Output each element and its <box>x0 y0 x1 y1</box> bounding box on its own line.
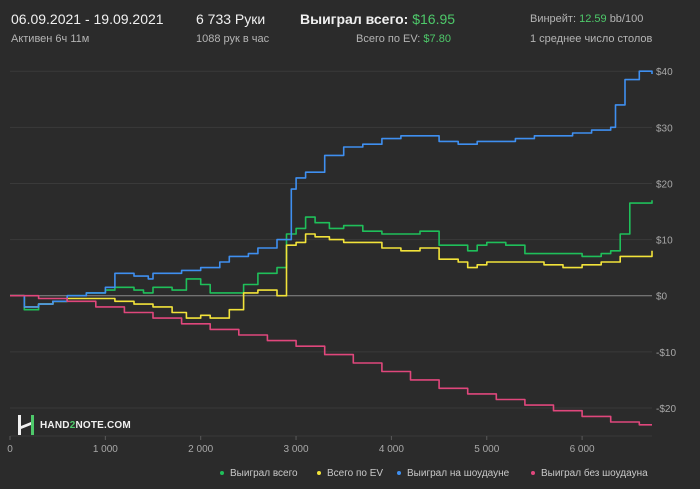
winrate-suffix: bb/100 <box>609 13 644 25</box>
avg-tables: 1 среднее число столов <box>530 33 653 45</box>
legend-item-non-showdown[interactable]: Выиграл без шоудауна <box>531 468 648 479</box>
x-tick-label: 2 000 <box>188 444 213 455</box>
winrate-label: Винрейт: <box>530 13 577 25</box>
y-tick-label: $10 <box>656 236 673 247</box>
grid <box>10 70 652 437</box>
legend-item-showdown[interactable]: Выиграл на шоудауне <box>397 468 509 479</box>
series-lines <box>10 70 653 426</box>
won-total-label: Выиграл всего: <box>300 11 409 27</box>
x-tick-label: 5 000 <box>474 444 499 455</box>
legend-dot-icon <box>220 471 224 476</box>
ev-total: Всего по EV: $7.80 <box>356 33 451 45</box>
summary-header: 06.09.2021 - 19.09.2021 Активен 6ч 11м 6… <box>0 0 700 60</box>
profit-chart: 0 1 000 2 000 3 000 4 000 5 000 6 000 $40 $30 $2… <box>7 67 676 455</box>
y-tick-label: $20 <box>656 179 673 190</box>
x-axis-ticks: 0 1 000 2 000 3 000 4 000 5 000 6 000 <box>7 436 595 455</box>
ev-total-value: $7.80 <box>423 33 451 45</box>
won-total-value: $16.95 <box>412 11 456 27</box>
winrate-value: 12.59 <box>579 13 607 25</box>
x-tick-label: 0 <box>7 444 13 455</box>
series-won-line <box>10 200 653 311</box>
legend-item-ev[interactable]: Всего по EV <box>317 468 383 479</box>
hands-per-hour: 1088 рук в час <box>196 33 270 45</box>
x-tick-label: 1 000 <box>93 444 118 455</box>
hand2note-logo: HAND2NOTE.COM <box>18 415 131 435</box>
ev-total-label: Всего по EV: <box>356 33 421 45</box>
legend-dot-icon <box>531 471 535 476</box>
won-total: Выиграл всего: $16.95 <box>300 11 455 27</box>
legend-dot-icon <box>397 471 401 476</box>
series-non-showdown-line <box>10 294 652 426</box>
legend-item-won[interactable]: Выиграл всего <box>220 468 298 479</box>
hand2note-logo-icon <box>18 415 34 435</box>
active-time: Активен 6ч 11м <box>11 33 90 45</box>
date-range: 06.09.2021 - 19.09.2021 <box>11 11 164 27</box>
y-tick-label: $30 <box>656 123 673 134</box>
legend-dot-icon <box>317 471 321 476</box>
series-showdown-line <box>10 70 653 308</box>
y-tick-label: -$10 <box>656 348 676 359</box>
hands-count: 6 733 Руки <box>196 11 266 27</box>
x-tick-label: 4 000 <box>379 444 404 455</box>
y-tick-label: $0 <box>656 292 668 303</box>
hand2note-logo-text: HAND2NOTE.COM <box>40 419 131 431</box>
y-tick-label: $40 <box>656 67 673 78</box>
y-axis-ticks: $40 $30 $20 $10 $0 -$10 -$20 <box>656 67 676 415</box>
series-ev-line <box>10 233 653 319</box>
x-tick-label: 3 000 <box>284 444 309 455</box>
x-tick-label: 6 000 <box>570 444 595 455</box>
y-tick-label: -$20 <box>656 404 676 415</box>
winrate: Винрейт: 12.59 bb/100 <box>530 13 643 25</box>
